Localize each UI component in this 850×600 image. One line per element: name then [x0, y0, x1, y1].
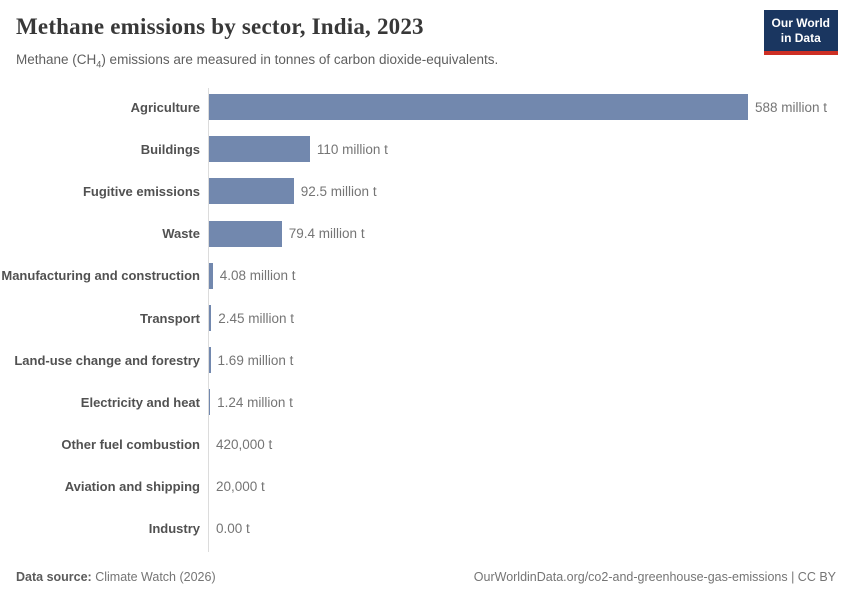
category-label: Transport: [140, 310, 200, 326]
category-label: Electricity and heat: [80, 394, 200, 410]
category-label: Land-use change and forestry: [14, 352, 200, 368]
bar[interactable]: [209, 305, 212, 332]
bar-area: 92.5 million t: [209, 170, 850, 212]
chart-row: Manufacturing and construction 4.08 milli…: [0, 255, 850, 297]
value-label: 2.45 million t: [218, 310, 295, 326]
bar[interactable]: [209, 220, 282, 247]
category-label: Manufacturing and construction: [1, 268, 200, 284]
value-label: 420,000 t: [216, 437, 273, 453]
value-label: 79.4 million t: [288, 226, 365, 242]
bar-area: 2.45 million t: [209, 297, 850, 339]
value-label: 20,000 t: [216, 479, 265, 495]
owid-logo[interactable]: Our World in Data: [763, 10, 838, 55]
value-label: 1.69 million t: [217, 352, 294, 368]
chart-row: Industry 0.00 t: [0, 508, 850, 550]
chart-row: Buildings 110 million t: [0, 128, 850, 170]
chart-row: Waste 79.4 million t: [0, 213, 850, 255]
chart-row: Other fuel combustion 420,000 t: [0, 424, 850, 466]
owid-logo-line2: in Data: [780, 31, 821, 45]
bar-area: 110 million t: [209, 128, 850, 170]
bar-area: 20,000 t: [209, 466, 850, 508]
chart-row: Electricity and heat 1.24 million t: [0, 381, 850, 423]
chart-row: Land-use change and forestry 1.69 million…: [0, 339, 850, 381]
data-source-value: Climate Watch (2026): [91, 570, 216, 584]
bar-area: 588 million t: [209, 86, 850, 128]
bar[interactable]: [209, 136, 310, 163]
bar[interactable]: [209, 389, 211, 416]
bar[interactable]: [209, 262, 213, 289]
category-label: Aviation and shipping: [64, 479, 200, 495]
page-title: Methane emissions by sector, India, 2023: [16, 14, 424, 39]
owid-url-link[interactable]: OurWorldinData.org/co2-and-greenhouse-ga…: [473, 570, 836, 584]
bar[interactable]: [209, 178, 294, 205]
chart-row: Agriculture 588 million t: [0, 86, 850, 128]
chart-subtitle: Methane (CH4) emissions are measured in …: [16, 52, 499, 70]
bar-area: 79.4 million t: [209, 213, 850, 255]
bar[interactable]: [209, 347, 211, 374]
bar-area: 1.24 million t: [209, 381, 850, 423]
y-axis-line: [208, 88, 209, 552]
bar-chart: Agriculture 588 million t Buildings 110 mil…: [0, 86, 850, 552]
bar-area: 420,000 t: [209, 424, 850, 466]
bar-area: 0.00 t: [209, 508, 850, 550]
value-label: 588 million t: [755, 99, 828, 115]
chart-row: Aviation and shipping 20,000 t: [0, 466, 850, 508]
chart-row: Transport 2.45 million t: [0, 297, 850, 339]
bar-area: 1.69 million t: [209, 339, 850, 381]
value-label: 1.24 million t: [217, 394, 293, 410]
category-label: Buildings: [140, 141, 200, 157]
value-label: 92.5 million t: [300, 183, 377, 199]
chart-footer: Data source: Climate Watch (2026) OurWor…: [16, 570, 836, 584]
category-label: Agriculture: [130, 99, 200, 115]
bar[interactable]: [209, 94, 748, 121]
category-label: Other fuel combustion: [61, 437, 200, 453]
data-source: Data source: Climate Watch (2026): [16, 570, 216, 584]
category-label: Fugitive emissions: [82, 183, 200, 199]
chart-row: Fugitive emissions 92.5 million t: [0, 170, 850, 212]
value-label: 110 million t: [316, 141, 388, 157]
subscript-4: 4: [96, 59, 102, 70]
data-source-label: Data source:: [16, 570, 92, 584]
category-label: Industry: [148, 521, 200, 537]
owid-logo-line1: Our World: [771, 16, 830, 30]
bar-area: 4.08 million t: [209, 255, 850, 297]
chart-rows: Agriculture 588 million t Buildings 110 mil…: [0, 86, 850, 550]
value-label: 4.08 million t: [219, 268, 296, 284]
category-label: Waste: [162, 226, 200, 242]
value-label: 0.00 t: [216, 521, 250, 537]
